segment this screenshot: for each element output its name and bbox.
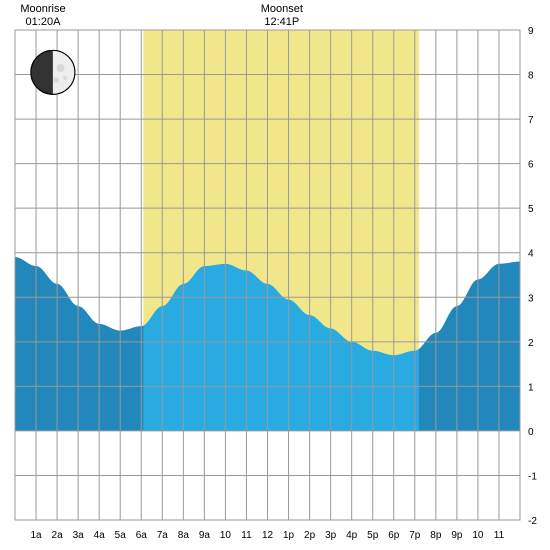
moonset-time: 12:41P (264, 16, 299, 28)
x-tick-label: 3a (73, 530, 85, 541)
x-tick-label: 11 (241, 530, 252, 541)
chart-svg: -2-101234567891a2a3a4a5a6a7a8a9a1011121p… (0, 0, 550, 550)
y-tick-label: 2 (528, 338, 534, 349)
x-tick-label: 10 (220, 530, 232, 541)
grid (15, 30, 520, 520)
y-tick-label: 6 (528, 160, 534, 171)
y-tick-label: 9 (528, 26, 534, 37)
y-tick-label: 3 (528, 293, 534, 304)
x-tick-label: 1p (283, 530, 295, 541)
tide-area-night-1 (419, 262, 520, 431)
x-tick-label: 5p (367, 530, 379, 541)
x-tick-label: 7p (409, 530, 421, 541)
x-tick-label: 2a (52, 530, 64, 541)
x-tick-label: 8a (178, 530, 190, 541)
x-tick-label: 9a (199, 530, 211, 541)
y-tick-label: 1 (528, 382, 534, 393)
x-tick-label: 6a (136, 530, 148, 541)
y-tick-label: -1 (528, 471, 537, 482)
tide-area-night-0 (15, 257, 143, 431)
moon-phase-icon (31, 50, 75, 94)
y-tick-label: 5 (528, 204, 534, 215)
x-tick-label: 11 (494, 530, 505, 541)
x-tick-label: 1a (30, 530, 42, 541)
y-tick-label: -2 (528, 516, 537, 527)
x-tick-label: 12 (262, 530, 274, 541)
x-tick-label: 7a (157, 530, 169, 541)
x-tick-label: 9p (451, 530, 463, 541)
x-tick-label: 8p (430, 530, 442, 541)
y-tick-label: 8 (528, 71, 534, 82)
y-tick-label: 7 (528, 115, 534, 126)
x-tick-label: 3p (325, 530, 337, 541)
x-tick-label: 4p (346, 530, 358, 541)
moonrise-label: Moonrise (20, 3, 65, 15)
x-tick-label: 4a (94, 530, 106, 541)
moonset-label: Moonset (261, 3, 303, 15)
x-tick-label: 6p (388, 530, 400, 541)
y-tick-label: 0 (528, 427, 534, 438)
y-tick-label: 4 (528, 249, 534, 260)
tide-chart: -2-101234567891a2a3a4a5a6a7a8a9a1011121p… (0, 0, 550, 550)
moonrise-time: 01:20A (26, 16, 62, 28)
x-tick-label: 10 (472, 530, 484, 541)
x-tick-label: 2p (304, 530, 316, 541)
x-tick-label: 5a (115, 530, 127, 541)
